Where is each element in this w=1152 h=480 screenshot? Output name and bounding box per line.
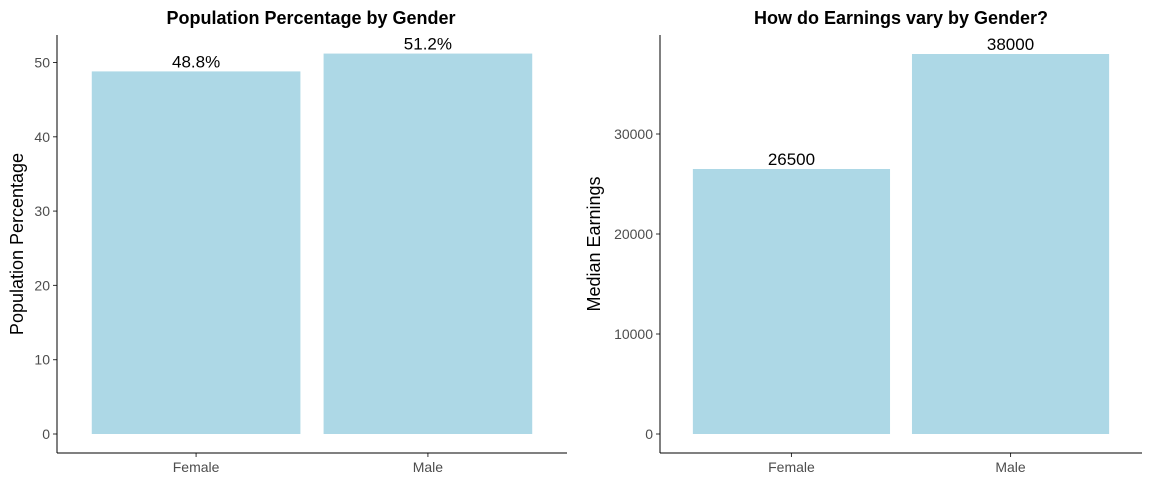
data-label-male: 38000: [987, 35, 1034, 54]
y-tick-label: 20000: [614, 226, 653, 242]
x-tick-label: Female: [768, 459, 815, 475]
data-label-female: 26500: [768, 150, 815, 169]
y-tick-label: 10: [34, 352, 50, 368]
bar-female: [692, 169, 891, 434]
x-tick-label: Male: [413, 459, 444, 475]
chart-title: How do Earnings vary by Gender?: [754, 8, 1048, 28]
data-label-female: 48.8%: [172, 52, 220, 71]
data-labels: 26500 38000: [768, 35, 1034, 169]
chart-title: Population Percentage by Gender: [166, 8, 455, 28]
y-tick-label: 10000: [614, 326, 653, 342]
bars: [692, 54, 1110, 434]
y-tick-label: 40: [34, 129, 50, 145]
population-chart: Population Percentage by Gender Populati…: [7, 8, 567, 475]
earnings-chart: How do Earnings vary by Gender? Median E…: [584, 8, 1142, 475]
x-tick-label: Male: [995, 459, 1026, 475]
x-ticks: Female Male: [173, 453, 444, 475]
bar-male: [323, 53, 533, 435]
data-label-male: 51.2%: [404, 35, 452, 54]
y-tick-label: 30000: [614, 126, 653, 142]
data-labels: 48.8% 51.2%: [172, 35, 452, 72]
x-ticks: Female Male: [768, 453, 1026, 475]
y-tick-label: 30: [34, 203, 50, 219]
bar-male: [911, 54, 1110, 434]
y-tick-label: 0: [645, 426, 653, 442]
y-ticks: 0 10 20 30 40 50: [34, 54, 57, 442]
bars: [91, 53, 533, 435]
y-axis-label: Population Percentage: [7, 153, 27, 335]
y-tick-label: 0: [42, 426, 50, 442]
y-tick-label: 20: [34, 277, 50, 293]
y-axis-label: Median Earnings: [584, 176, 604, 311]
x-tick-label: Female: [173, 459, 220, 475]
y-tick-label: 50: [34, 54, 50, 70]
y-ticks: 0 10000 20000 30000: [614, 126, 660, 442]
bar-female: [91, 71, 301, 434]
